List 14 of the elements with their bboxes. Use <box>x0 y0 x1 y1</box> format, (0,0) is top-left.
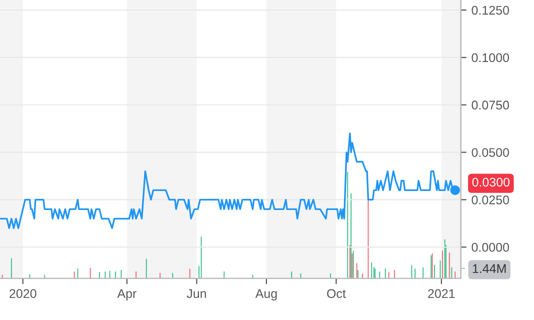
x-tick-label: Aug <box>255 289 277 300</box>
x-tick-label: 2020 <box>10 289 36 298</box>
y-tick-label: 0.0500 <box>472 148 509 157</box>
y-tick-label: 0.0250 <box>472 196 509 204</box>
x-tick-label: 2021 <box>428 289 455 298</box>
y-tick-label: 0.1000 <box>472 53 509 62</box>
y-tick-label: 0.1250 <box>472 6 509 15</box>
x-tick-label: Oct <box>327 289 346 298</box>
y2-tick-label: 1.44M <box>472 264 506 273</box>
annotation: 0.0300 <box>472 178 510 187</box>
y-tick-label: 0.0750 <box>472 100 509 110</box>
y-tick-label: 0.0000 <box>472 242 509 252</box>
x-tick-label: Apr <box>117 289 136 300</box>
x-tick-label: Jun <box>186 289 206 298</box>
